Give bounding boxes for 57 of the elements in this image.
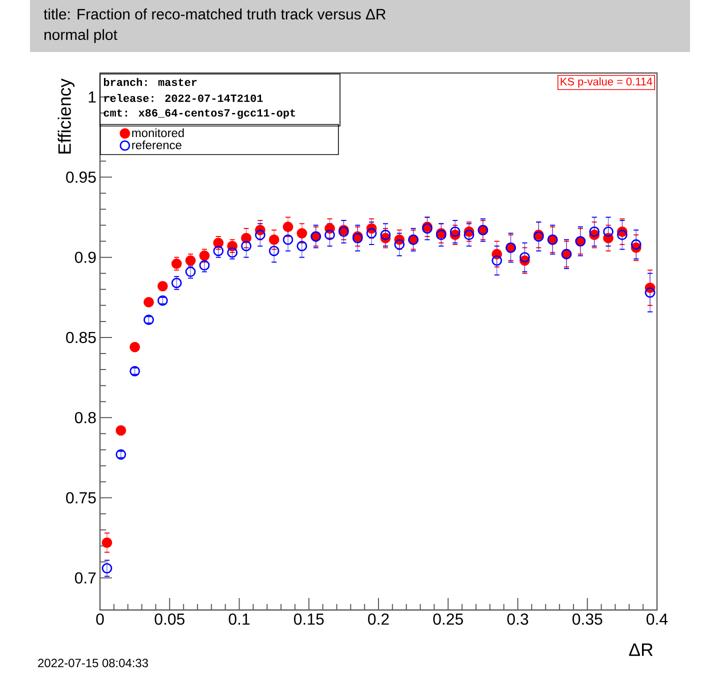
x-tick-label: 0.15 (294, 614, 324, 625)
x-tick-label: 0.05 (154, 614, 184, 625)
text: 2022-07-15 08:04:33 (38, 658, 148, 668)
y-tick-label: 0.9 (74, 252, 96, 263)
point (213, 246, 224, 256)
x-tick-label: 0.25 (433, 614, 463, 625)
annotation: branch: master (104, 78, 197, 86)
point (268, 234, 280, 245)
point (157, 295, 168, 306)
point (157, 280, 168, 292)
annotation: KS p-value = 0.114 (560, 77, 652, 88)
point (268, 246, 280, 256)
point (630, 239, 642, 250)
chart-title: title: Fraction of reco-matched truth track versus ΔR (44, 8, 386, 20)
point (199, 260, 210, 271)
y-tick-label: 0.95 (66, 172, 96, 183)
point (171, 278, 182, 288)
y-tick-label: 0.7 (74, 572, 96, 584)
point (520, 252, 530, 263)
annotation: release: 2022-07-14T2101 (104, 94, 263, 102)
x-tick-label: 0.2 (368, 614, 389, 625)
point (185, 255, 196, 266)
point (241, 232, 252, 244)
point (296, 228, 308, 238)
point (241, 240, 252, 252)
point (116, 449, 126, 460)
y-axis-title: Efficiency (58, 78, 74, 154)
point (644, 287, 656, 298)
x-tick-label: 0.1 (228, 614, 250, 625)
point (116, 425, 126, 436)
point (130, 342, 140, 352)
point (144, 297, 154, 308)
y-tick-label: 0.8 (74, 412, 96, 424)
chart-subtitle: normal plot (44, 29, 118, 43)
x-tick-label: 0.3 (507, 614, 528, 625)
point (102, 537, 112, 548)
point (617, 230, 628, 240)
point (282, 222, 294, 232)
point (296, 240, 308, 252)
point (102, 563, 112, 574)
y-tick-label: 0.75 (66, 492, 96, 504)
point (130, 366, 140, 376)
x-tick-label: 0 (96, 614, 104, 625)
point (282, 234, 294, 245)
x-tick-label: 0.4 (646, 614, 668, 625)
x-tick-label: 0.35 (572, 614, 602, 625)
point (171, 258, 182, 269)
legend-label: monitored (132, 128, 184, 138)
annotation: cmt: x86_64-centos7-gcc11-opt (104, 109, 296, 119)
y-tick-label: 1 (88, 92, 96, 103)
point (213, 238, 224, 248)
point (199, 250, 210, 261)
x-axis-title: ΔR (629, 644, 653, 656)
legend-label: reference (132, 140, 182, 150)
point (185, 266, 196, 277)
point (589, 226, 600, 237)
y-tick-label: 0.85 (66, 332, 96, 344)
